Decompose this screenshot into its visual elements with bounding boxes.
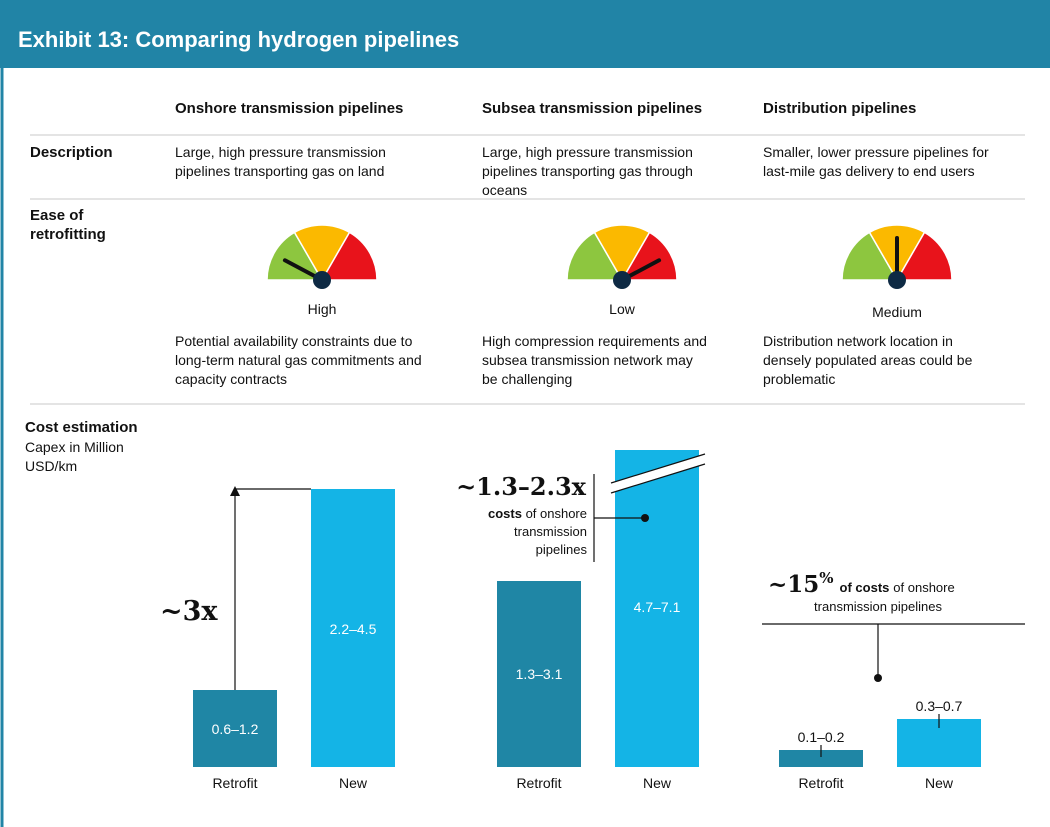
cell: Large, high pressure transmission xyxy=(482,144,693,160)
rating: Medium xyxy=(872,304,922,320)
rating: Low xyxy=(609,301,636,317)
column-header: Distribution pipelines xyxy=(763,100,916,117)
multiplier: ~3x xyxy=(160,596,218,627)
annotation-bold: of costs xyxy=(840,580,890,595)
gauge-hub xyxy=(888,271,906,289)
header-band xyxy=(0,0,1050,68)
dot xyxy=(641,514,649,522)
cell: pipelines transporting gas on land xyxy=(175,163,384,179)
bar xyxy=(311,489,395,767)
annotation: ~15% of costs of onshore xyxy=(768,569,955,598)
gauge-segment xyxy=(566,231,624,281)
note: problematic xyxy=(763,371,835,387)
bar-label: 1.3–3.1 xyxy=(516,666,563,682)
annotation: pipelines xyxy=(536,542,588,557)
note: Distribution network location in xyxy=(763,333,953,349)
bar-label: 0.3–0.7 xyxy=(916,698,963,714)
bar-name: New xyxy=(339,775,368,791)
axis-break xyxy=(611,454,705,493)
note: subsea transmission network may xyxy=(482,352,693,368)
superscript: % xyxy=(819,569,833,587)
row-label: retrofitting xyxy=(30,226,106,243)
title: Exhibit 13: Comparing hydrogen pipelines xyxy=(18,27,459,52)
column-header: Subsea transmission pipelines xyxy=(482,100,702,117)
annotation-bold: costs xyxy=(488,506,522,521)
annotation-text: of onshore xyxy=(893,580,954,595)
arrow-head xyxy=(230,486,240,496)
gauges xyxy=(266,224,953,289)
gauge-segment xyxy=(293,224,351,282)
row-label: Description xyxy=(30,144,113,161)
gauge-hub xyxy=(613,271,631,289)
unit: USD/km xyxy=(25,458,77,474)
row-label: Ease of xyxy=(30,207,84,224)
note: be challenging xyxy=(482,371,572,387)
unit: Capex in Million xyxy=(25,439,124,455)
gauge-segment xyxy=(620,231,678,281)
bar-name: New xyxy=(925,775,954,791)
cell: pipelines transporting gas through xyxy=(482,163,693,179)
bar-name: Retrofit xyxy=(798,775,843,791)
bar-label: 0.1–0.2 xyxy=(798,729,845,745)
annotation: costs of onshore xyxy=(488,506,587,521)
bar xyxy=(497,581,581,767)
cell: last-mile gas delivery to end users xyxy=(763,163,975,179)
bar xyxy=(779,750,863,767)
note: densely populated areas could be xyxy=(763,352,973,368)
cell: oceans xyxy=(482,182,527,198)
note: capacity contracts xyxy=(175,371,287,387)
cell: Large, high pressure transmission xyxy=(175,144,386,160)
multiplier: ~1.3–2.3x xyxy=(456,472,587,501)
annotation: transmission xyxy=(514,524,587,539)
bar-name: Retrofit xyxy=(212,775,257,791)
bar xyxy=(193,690,277,767)
axis-break xyxy=(610,453,706,484)
row-label: Cost estimation xyxy=(25,419,138,436)
note: High compression requirements and xyxy=(482,333,707,349)
bar-label: 0.6–1.2 xyxy=(212,721,259,737)
note: Potential availability constraints due t… xyxy=(175,333,413,349)
rating: High xyxy=(308,301,337,317)
column-header: Onshore transmission pipelines xyxy=(175,100,403,117)
cell: Smaller, lower pressure pipelines for xyxy=(763,144,989,160)
dot xyxy=(874,674,882,682)
bar xyxy=(615,450,699,767)
bar-label: 2.2–4.5 xyxy=(330,621,377,637)
axis-break xyxy=(610,463,706,494)
multiplier: ~15 xyxy=(768,571,819,598)
gauge-segment xyxy=(593,224,651,282)
annotation-text: of onshore xyxy=(526,506,587,521)
gauge-segment xyxy=(266,231,324,281)
gauge-segment xyxy=(320,231,378,281)
gauge-segment xyxy=(841,231,899,281)
bar-name: Retrofit xyxy=(516,775,561,791)
gauge-segment xyxy=(895,231,953,281)
note: long-term natural gas commitments and xyxy=(175,352,422,368)
gauge-hub xyxy=(313,271,331,289)
bar-label: 4.7–7.1 xyxy=(634,599,681,615)
bar-name: New xyxy=(643,775,672,791)
annotation: transmission pipelines xyxy=(814,599,942,614)
